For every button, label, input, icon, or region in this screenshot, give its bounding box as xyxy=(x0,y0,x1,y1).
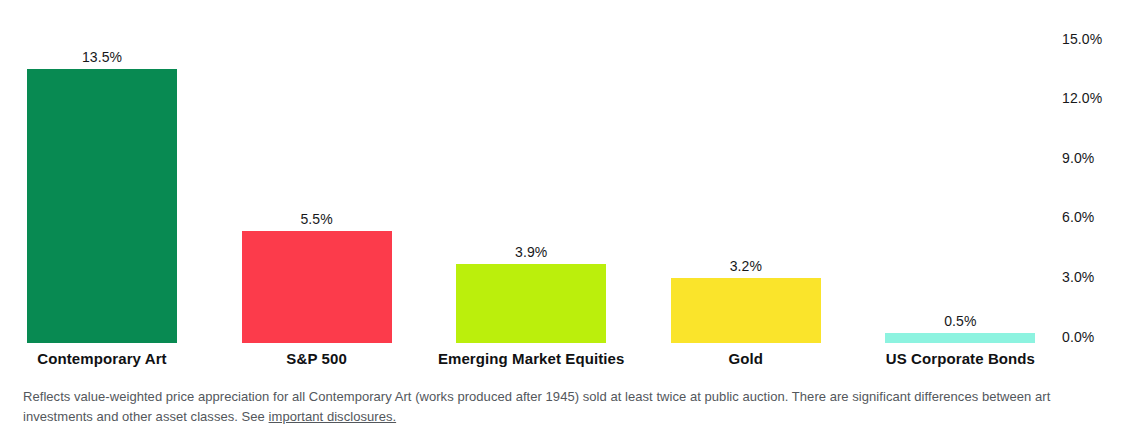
plot-area: 13.5% Contemporary Art 5.5% S&P 500 3.9% Emer… xyxy=(0,0,1133,440)
category-label-s-p-500: S&P 500 xyxy=(210,351,424,366)
y-axis-tick-120: 12.0% xyxy=(1062,91,1102,105)
bar-value-label-gold: 3.2% xyxy=(671,259,821,273)
bar-us-corporate-bonds xyxy=(885,333,1035,343)
bar-emerging-market-equities xyxy=(456,264,606,343)
disclosure-text: Reflects value-weighted price appreciati… xyxy=(23,387,1071,427)
bar-gold xyxy=(671,278,821,343)
category-label-contemporary-art: Contemporary Art xyxy=(0,351,209,366)
important-disclosures-link[interactable]: important disclosures. xyxy=(269,409,397,424)
bar-contemporary-art xyxy=(27,69,177,343)
y-axis-tick-90: 9.0% xyxy=(1062,151,1094,165)
y-axis-tick-60: 6.0% xyxy=(1062,210,1094,224)
bar-value-label-us-corporate-bonds: 0.5% xyxy=(885,314,1035,328)
category-label-us-corporate-bonds: US Corporate Bonds xyxy=(853,351,1067,366)
y-axis-tick-00: 0.0% xyxy=(1062,330,1094,344)
bar-value-label-contemporary-art: 13.5% xyxy=(27,50,177,64)
y-axis-tick-30: 3.0% xyxy=(1062,270,1094,284)
disclosure-body: Reflects value-weighted price appreciati… xyxy=(23,389,1050,424)
bar-s-p-500 xyxy=(242,231,392,343)
asset-appreciation-bar-chart: 13.5% Contemporary Art 5.5% S&P 500 3.9% Emer… xyxy=(0,0,1133,440)
bar-value-label-emerging-market-equities: 3.9% xyxy=(456,245,606,259)
category-label-emerging-market-equities: Emerging Market Equities xyxy=(424,351,638,366)
category-label-gold: Gold xyxy=(639,351,853,366)
y-axis-tick-150: 15.0% xyxy=(1062,32,1102,46)
bar-value-label-s-p-500: 5.5% xyxy=(242,212,392,226)
